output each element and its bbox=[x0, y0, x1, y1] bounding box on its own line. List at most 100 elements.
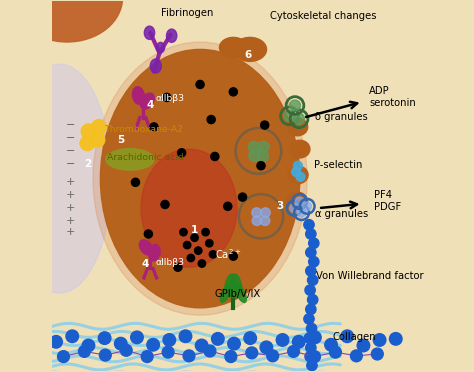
Circle shape bbox=[161, 201, 169, 209]
Ellipse shape bbox=[287, 192, 307, 210]
Circle shape bbox=[141, 351, 153, 362]
Ellipse shape bbox=[156, 42, 164, 53]
Circle shape bbox=[66, 330, 79, 343]
Circle shape bbox=[228, 337, 240, 350]
Text: +: + bbox=[65, 203, 75, 213]
Text: PF4: PF4 bbox=[374, 190, 392, 200]
Circle shape bbox=[350, 350, 362, 362]
Text: 5: 5 bbox=[117, 135, 124, 145]
Circle shape bbox=[257, 161, 265, 170]
Text: 3: 3 bbox=[276, 201, 283, 211]
Circle shape bbox=[202, 228, 210, 236]
Circle shape bbox=[196, 80, 204, 89]
Ellipse shape bbox=[290, 140, 310, 158]
Circle shape bbox=[81, 124, 96, 139]
Circle shape bbox=[305, 352, 315, 362]
Circle shape bbox=[174, 263, 182, 271]
Text: αIIbβ3: αIIbβ3 bbox=[155, 94, 184, 103]
Circle shape bbox=[191, 234, 198, 241]
Ellipse shape bbox=[288, 166, 308, 184]
Ellipse shape bbox=[232, 274, 242, 294]
Circle shape bbox=[229, 88, 237, 96]
Ellipse shape bbox=[139, 240, 153, 255]
Ellipse shape bbox=[166, 29, 177, 42]
Circle shape bbox=[290, 100, 301, 111]
Ellipse shape bbox=[235, 284, 246, 302]
Circle shape bbox=[183, 350, 195, 362]
Circle shape bbox=[252, 216, 262, 225]
Text: ADP: ADP bbox=[369, 86, 390, 96]
Circle shape bbox=[293, 161, 302, 170]
Circle shape bbox=[292, 336, 305, 348]
Ellipse shape bbox=[140, 93, 155, 109]
Ellipse shape bbox=[106, 149, 154, 170]
Circle shape bbox=[257, 151, 268, 162]
Circle shape bbox=[224, 202, 232, 211]
Ellipse shape bbox=[220, 284, 232, 302]
Circle shape bbox=[306, 229, 316, 239]
Text: Cytoskeletal changes: Cytoskeletal changes bbox=[270, 11, 377, 20]
Ellipse shape bbox=[219, 38, 247, 58]
Circle shape bbox=[147, 339, 159, 351]
Circle shape bbox=[144, 230, 153, 238]
Circle shape bbox=[57, 351, 69, 362]
Circle shape bbox=[290, 204, 299, 212]
Circle shape bbox=[306, 304, 316, 314]
Ellipse shape bbox=[287, 118, 308, 136]
Circle shape bbox=[329, 346, 341, 358]
Circle shape bbox=[390, 333, 402, 345]
Text: Von Willebrand factor: Von Willebrand factor bbox=[316, 271, 424, 281]
Circle shape bbox=[309, 351, 320, 362]
Circle shape bbox=[309, 238, 319, 248]
Text: +: + bbox=[65, 216, 75, 226]
Circle shape bbox=[198, 260, 206, 267]
Circle shape bbox=[304, 219, 314, 230]
Text: Fibrinogen: Fibrinogen bbox=[161, 8, 214, 18]
Circle shape bbox=[297, 208, 306, 217]
Text: −: − bbox=[65, 133, 75, 143]
Circle shape bbox=[163, 93, 171, 102]
Circle shape bbox=[244, 332, 256, 344]
Circle shape bbox=[372, 348, 383, 360]
Circle shape bbox=[178, 149, 186, 157]
Circle shape bbox=[374, 334, 386, 346]
Text: Arachidonic acid: Arachidonic acid bbox=[107, 153, 184, 162]
Circle shape bbox=[180, 228, 187, 236]
Circle shape bbox=[249, 150, 260, 161]
Circle shape bbox=[187, 254, 194, 262]
Text: 2: 2 bbox=[84, 159, 91, 169]
Circle shape bbox=[162, 346, 174, 358]
Text: 4: 4 bbox=[141, 259, 148, 269]
Circle shape bbox=[306, 266, 316, 276]
Text: +: + bbox=[65, 227, 75, 237]
Circle shape bbox=[295, 197, 304, 206]
Text: α granules: α granules bbox=[315, 209, 368, 219]
Circle shape bbox=[276, 334, 289, 346]
Circle shape bbox=[238, 193, 246, 201]
Circle shape bbox=[80, 136, 95, 151]
Text: serotonin: serotonin bbox=[369, 97, 416, 108]
Circle shape bbox=[82, 339, 95, 352]
Circle shape bbox=[229, 252, 237, 260]
Circle shape bbox=[179, 330, 192, 343]
Text: P-selectin: P-selectin bbox=[314, 160, 362, 170]
Ellipse shape bbox=[8, 64, 111, 293]
Circle shape bbox=[304, 333, 315, 343]
Circle shape bbox=[306, 247, 316, 258]
Text: GPIb/V/IX: GPIb/V/IX bbox=[215, 289, 261, 299]
Circle shape bbox=[252, 208, 261, 217]
Circle shape bbox=[120, 344, 132, 356]
Circle shape bbox=[296, 172, 305, 181]
Text: 4: 4 bbox=[146, 100, 154, 110]
Ellipse shape bbox=[229, 279, 237, 299]
Circle shape bbox=[211, 333, 224, 345]
Ellipse shape bbox=[144, 26, 155, 39]
Circle shape bbox=[131, 178, 139, 186]
Ellipse shape bbox=[12, 0, 123, 42]
Circle shape bbox=[246, 347, 258, 359]
Circle shape bbox=[306, 323, 317, 334]
Circle shape bbox=[194, 247, 202, 254]
Circle shape bbox=[150, 123, 158, 131]
Circle shape bbox=[308, 275, 318, 285]
Circle shape bbox=[357, 339, 370, 352]
